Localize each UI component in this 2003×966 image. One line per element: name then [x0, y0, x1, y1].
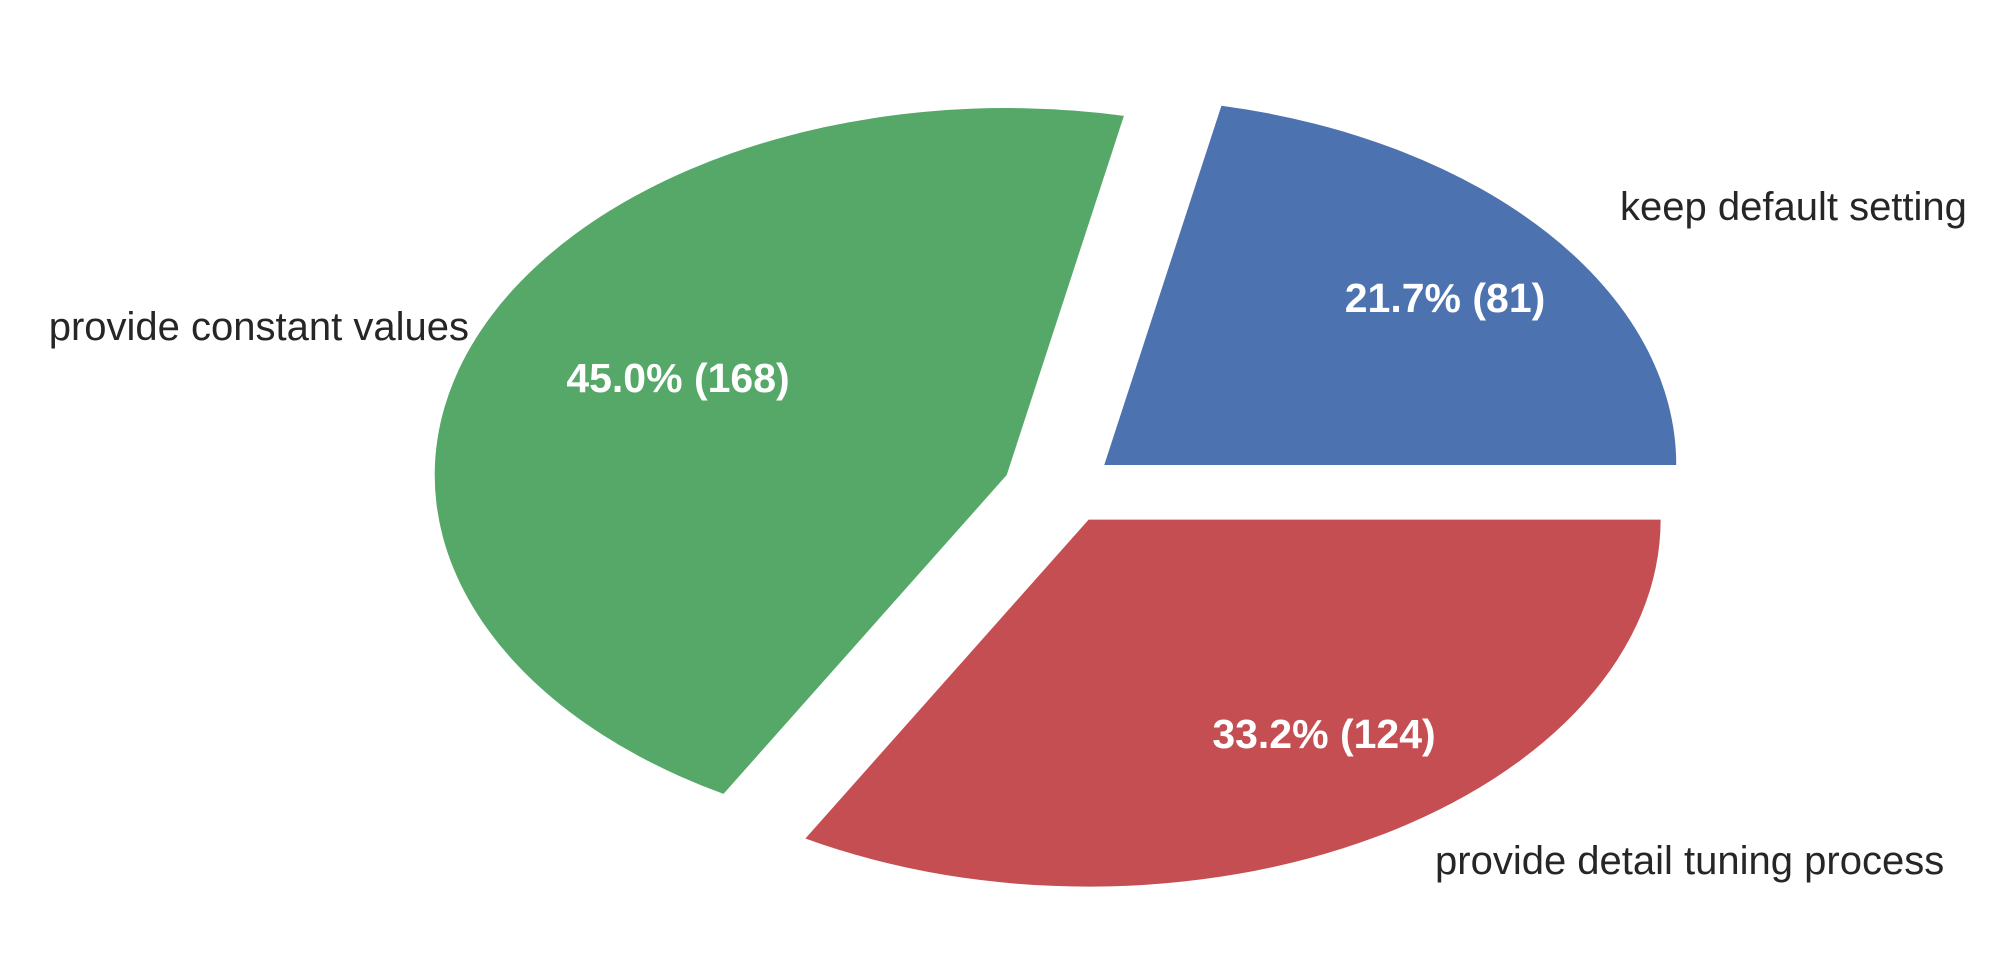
- pie-slices: [434, 105, 1677, 887]
- pie-slice-provide-constant-values: [434, 108, 1124, 794]
- pie-slice-provide-detail-tuning-process: [805, 519, 1661, 887]
- slice-label-provide-detail-tuning-process: provide detail tuning process: [1435, 839, 1944, 883]
- slice-label-provide-constant-values: provide constant values: [49, 305, 469, 349]
- slice-percent-provide-constant-values: 45.0% (168): [566, 355, 789, 401]
- slice-percent-provide-detail-tuning-process: 33.2% (124): [1212, 711, 1435, 757]
- slice-label-keep-default-setting: keep default setting: [1620, 185, 1967, 229]
- pie-slice-keep-default-setting: [1104, 105, 1677, 465]
- slice-percent-keep-default-setting: 21.7% (81): [1345, 275, 1546, 321]
